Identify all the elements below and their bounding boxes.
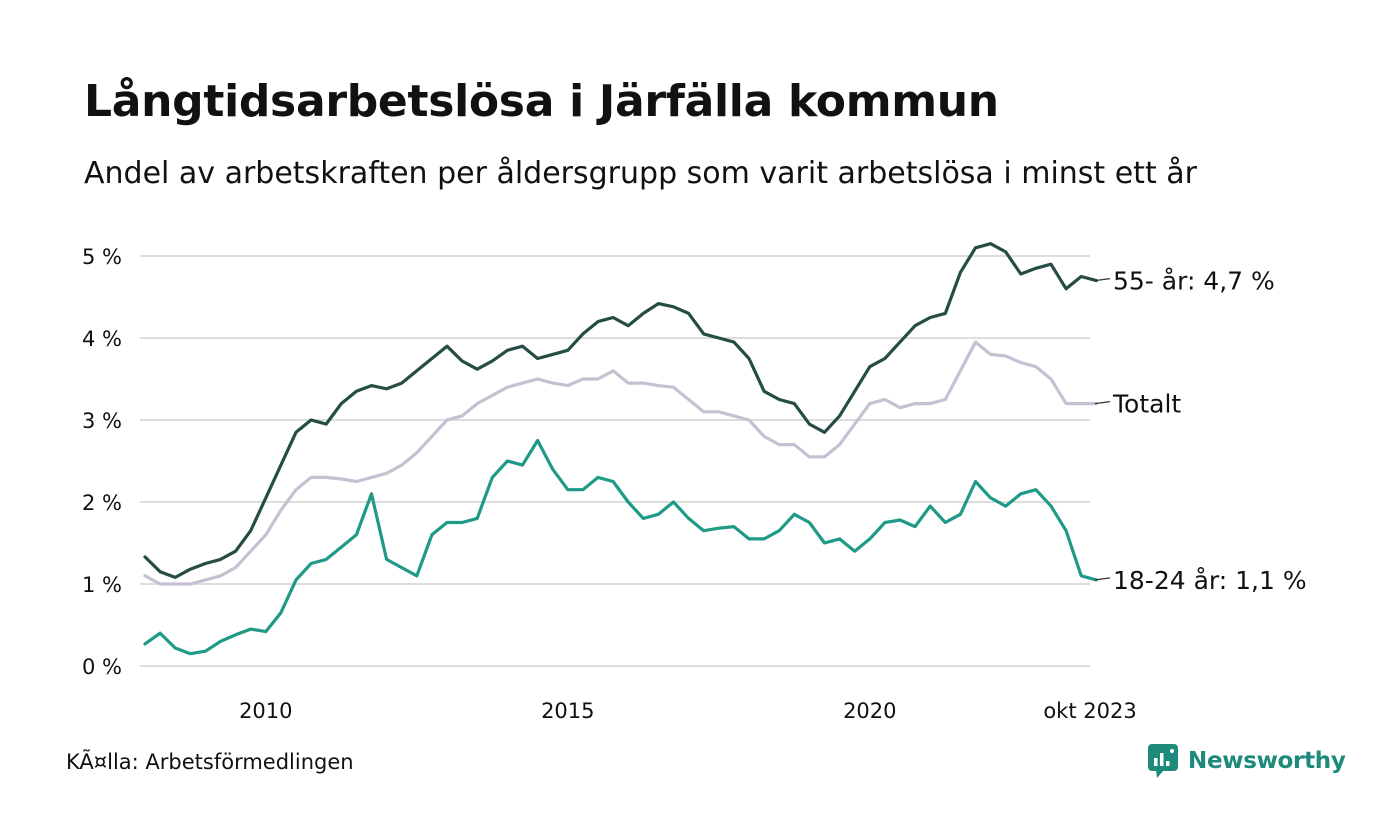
series-line-totalt xyxy=(143,340,1098,586)
series-end-label: Totalt xyxy=(1112,390,1181,419)
series-end-label: 18-24 år: 1,1 % xyxy=(1113,566,1307,595)
series-lines xyxy=(143,242,1098,656)
series-line-55-r xyxy=(143,242,1098,579)
brand-name: Newsworthy xyxy=(1188,748,1346,774)
y-tick-label: 4 % xyxy=(82,327,122,351)
chart-title: Långtidsarbetslösa i Järfälla kommun xyxy=(84,76,999,127)
source-note: KÃ¤lla: Arbetsförmedlingen xyxy=(66,750,354,774)
x-axis: 2010 2015 2020 okt 2023 xyxy=(239,699,1137,723)
series-label-leader xyxy=(1094,401,1111,405)
series-line-18-24-r xyxy=(143,438,1098,656)
x-tick-label: 2010 xyxy=(239,699,292,723)
brand-logo: Newsworthy xyxy=(1148,744,1346,778)
gridlines xyxy=(140,255,1090,667)
x-tick-label: okt 2023 xyxy=(1043,699,1136,723)
x-tick-label: 2020 xyxy=(843,699,896,723)
y-tick-label: 2 % xyxy=(82,491,122,515)
y-tick-label: 3 % xyxy=(82,409,122,433)
chart-subtitle: Andel av arbetskraften per åldersgrupp s… xyxy=(84,156,1197,191)
series-labels: 55- år: 4,7 % Totalt 18-24 år: 1,1 % xyxy=(1094,267,1307,595)
y-axis: 0 % 1 % 2 % 3 % 4 % 5 % xyxy=(82,245,122,679)
series-end-label: 55- år: 4,7 % xyxy=(1113,267,1275,296)
series-label-leader xyxy=(1094,577,1111,581)
y-tick-label: 0 % xyxy=(82,655,122,679)
newsworthy-logo-icon xyxy=(1148,744,1178,778)
y-tick-label: 1 % xyxy=(82,573,122,597)
y-tick-label: 5 % xyxy=(82,245,122,269)
x-tick-label: 2015 xyxy=(541,699,594,723)
series-label-leader xyxy=(1094,278,1111,282)
